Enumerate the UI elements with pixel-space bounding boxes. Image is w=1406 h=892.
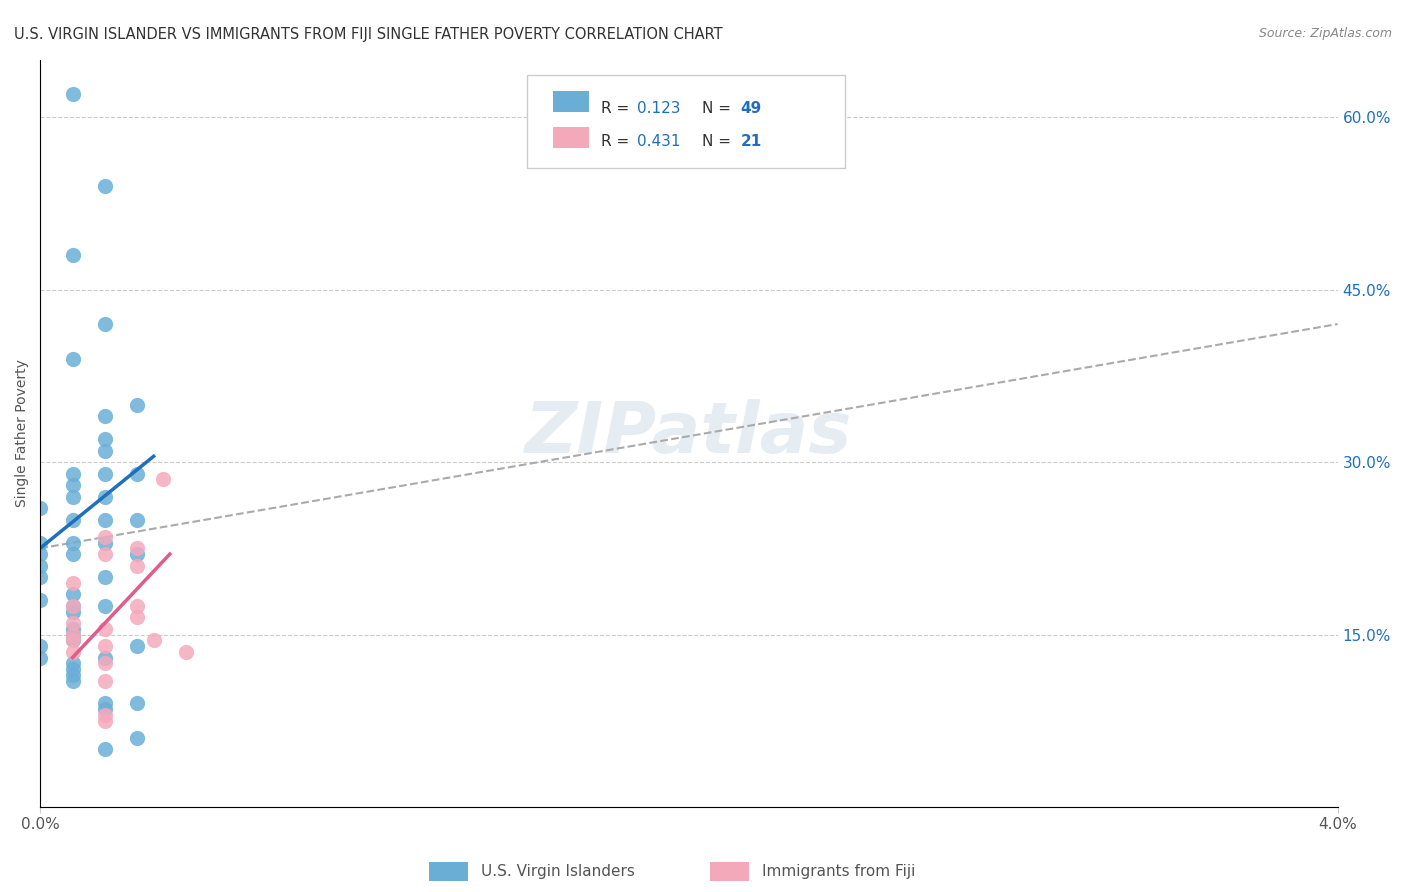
- Point: [30, 501, 52, 516]
- Point: [94, 622, 117, 636]
- Point: [62, 657, 84, 671]
- Point: [62, 633, 84, 648]
- Point: [94, 702, 117, 716]
- Point: [62, 535, 84, 549]
- Text: 0.123: 0.123: [637, 102, 681, 117]
- Point: [94, 179, 117, 194]
- Point: [62, 512, 84, 526]
- Point: [94, 570, 117, 584]
- Text: R =: R =: [600, 102, 634, 117]
- Point: [94, 512, 117, 526]
- Point: [30, 547, 52, 561]
- Text: R =: R =: [600, 135, 634, 149]
- Point: [94, 708, 117, 723]
- Point: [127, 639, 149, 653]
- Text: N =: N =: [702, 135, 735, 149]
- FancyBboxPatch shape: [553, 127, 589, 148]
- Point: [94, 490, 117, 504]
- Point: [94, 742, 117, 756]
- Point: [62, 605, 84, 619]
- Text: ZIPatlas: ZIPatlas: [526, 399, 852, 467]
- Point: [30, 558, 52, 573]
- Point: [127, 558, 149, 573]
- Point: [94, 530, 117, 544]
- Point: [62, 351, 84, 366]
- Point: [62, 87, 84, 101]
- Point: [62, 248, 84, 262]
- Point: [127, 541, 149, 556]
- Text: 49: 49: [741, 102, 762, 117]
- Point: [62, 627, 84, 641]
- Point: [30, 639, 52, 653]
- Point: [94, 657, 117, 671]
- Point: [62, 478, 84, 492]
- Point: [94, 650, 117, 665]
- Point: [62, 599, 84, 613]
- Point: [30, 535, 52, 549]
- Point: [94, 714, 117, 728]
- Point: [94, 599, 117, 613]
- Point: [127, 697, 149, 711]
- Point: [62, 575, 84, 590]
- Point: [30, 570, 52, 584]
- Point: [62, 627, 84, 641]
- Point: [30, 593, 52, 607]
- Point: [94, 317, 117, 331]
- Point: [62, 490, 84, 504]
- FancyBboxPatch shape: [527, 75, 845, 168]
- Point: [62, 662, 84, 676]
- Point: [127, 467, 149, 481]
- Point: [62, 633, 84, 648]
- Point: [62, 667, 84, 681]
- Point: [62, 467, 84, 481]
- Point: [94, 409, 117, 423]
- Point: [127, 512, 149, 526]
- Point: [62, 622, 84, 636]
- Text: 21: 21: [741, 135, 762, 149]
- Point: [94, 443, 117, 458]
- Point: [62, 599, 84, 613]
- Y-axis label: Single Father Poverty: Single Father Poverty: [15, 359, 30, 508]
- Point: [127, 398, 149, 412]
- Point: [94, 547, 117, 561]
- Point: [62, 645, 84, 659]
- Point: [152, 472, 174, 486]
- Point: [62, 547, 84, 561]
- Text: U.S. VIRGIN ISLANDER VS IMMIGRANTS FROM FIJI SINGLE FATHER POVERTY CORRELATION C: U.S. VIRGIN ISLANDER VS IMMIGRANTS FROM …: [14, 27, 723, 42]
- Text: U.S. Virgin Islanders: U.S. Virgin Islanders: [481, 864, 634, 879]
- FancyBboxPatch shape: [553, 91, 589, 112]
- Text: Immigrants from Fiji: Immigrants from Fiji: [762, 864, 915, 879]
- Text: Source: ZipAtlas.com: Source: ZipAtlas.com: [1258, 27, 1392, 40]
- Point: [62, 615, 84, 630]
- Point: [94, 639, 117, 653]
- Point: [127, 547, 149, 561]
- Point: [174, 645, 197, 659]
- Point: [127, 599, 149, 613]
- Point: [94, 673, 117, 688]
- Point: [94, 697, 117, 711]
- Point: [94, 467, 117, 481]
- Text: 0.431: 0.431: [637, 135, 681, 149]
- Point: [62, 673, 84, 688]
- Point: [62, 587, 84, 601]
- Point: [30, 650, 52, 665]
- Point: [94, 535, 117, 549]
- Point: [127, 610, 149, 624]
- Text: N =: N =: [702, 102, 735, 117]
- Point: [142, 633, 165, 648]
- Point: [127, 731, 149, 745]
- Point: [94, 432, 117, 446]
